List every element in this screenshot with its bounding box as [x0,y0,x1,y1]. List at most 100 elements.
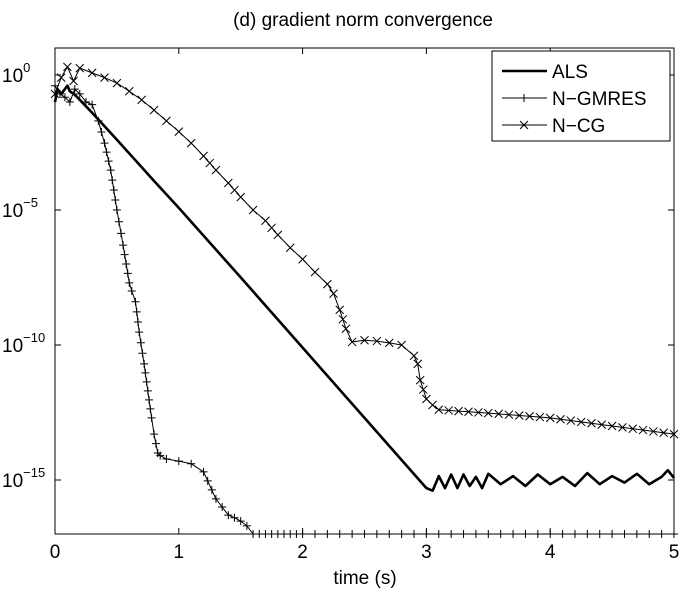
data-point-n-gmres [150,430,159,439]
y-tick-label: 10−15 [2,465,45,492]
data-point-n-gmres [509,530,518,538]
data-point-n-cg [248,205,258,215]
legend-box [491,50,671,142]
data-point-n-gmres [88,100,97,109]
data-point-n-gmres [140,359,149,368]
data-point-n-cg [428,400,437,410]
legend-marker-n-gmres [520,94,528,102]
data-point-n-cg [338,314,348,324]
data-point-n-gmres [422,530,431,538]
data-point-n-cg [454,406,463,416]
data-point-n-gmres [323,530,332,538]
data-point-n-cg [100,73,109,82]
data-point-n-gmres [187,459,196,468]
data-point-n-cg [494,409,503,419]
data-point-n-gmres [147,413,156,422]
chart-title: (d) gradient norm convergence [233,10,493,31]
data-point-n-gmres [142,377,151,386]
data-point-n-gmres [335,530,344,538]
y-axis-ticks: 100 10−5 10−10 10−15 [2,60,674,492]
x-tick-label: 5 [669,542,680,563]
y-tick-base: 10 [2,336,23,357]
data-point-n-gmres [546,530,555,538]
data-point-n-cg [310,267,320,277]
legend-marker-n-cg [519,120,529,130]
data-point-n-cg [638,425,648,435]
data-point-n-cg [335,305,345,315]
data-point-n-gmres [608,530,617,538]
y-tick-base: 10 [2,471,23,492]
y-tick-label: 10−10 [2,330,45,357]
y-tick-label: 100 [2,60,30,87]
data-point-n-cg [413,359,423,369]
data-point-n-gmres [657,530,666,538]
data-point-n-gmres [127,287,136,295]
series-n-cg [50,62,679,439]
data-point-n-gmres [211,494,220,503]
data-point-n-gmres [310,530,319,538]
data-point-n-cg [444,406,454,415]
data-point-n-cg [267,223,277,233]
data-point-n-gmres [123,269,132,278]
data-point-n-gmres [521,530,530,538]
data-point-n-cg [566,416,576,425]
y-tick-label: 10−5 [2,195,38,222]
data-point-n-gmres [397,530,406,538]
data-point-n-cg [649,427,658,436]
data-point-n-gmres [558,530,567,538]
data-point-n-cg [514,411,524,420]
data-point-n-gmres [70,85,79,94]
data-point-n-cg [205,158,215,168]
x-axis-label: time (s) [333,568,396,589]
series-n-gmres [51,81,678,538]
data-point-n-cg [50,89,60,99]
data-point-n-gmres [106,166,115,175]
data-point-n-cg [360,335,369,345]
data-point-n-cg [162,116,171,126]
data-point-n-gmres [135,328,144,337]
series-layer [50,62,679,538]
data-point-n-gmres [236,517,245,526]
series-als [53,84,676,492]
data-point-n-cg [545,413,555,423]
data-point-n-gmres [109,186,118,195]
data-point-n-gmres [122,260,131,268]
data-point-n-gmres [112,206,121,214]
data-point-n-gmres [131,297,140,306]
legend-label-als: ALS [552,62,588,83]
data-point-n-gmres [102,148,111,157]
data-point-n-cg [69,76,78,86]
y-tick-base: 10 [2,66,23,87]
data-point-n-gmres [595,530,604,538]
data-point-n-cg [434,405,444,415]
data-point-n-cg [618,423,627,432]
data-point-n-cg [483,408,493,418]
data-point-n-gmres [298,530,307,538]
x-tick-label: 0 [50,542,61,563]
data-point-n-cg [56,73,66,82]
data-point-n-cg [464,407,473,417]
data-point-n-gmres [385,530,394,538]
data-point-n-cg [124,86,134,96]
data-point-n-gmres [230,513,239,522]
data-point-n-cg [418,385,428,394]
data-point-n-gmres [459,530,468,538]
x-tick-label: 4 [545,542,556,563]
data-point-n-gmres [162,454,171,463]
data-point-n-gmres [434,530,443,538]
data-point-n-cg [597,420,607,429]
data-point-n-cg [525,411,534,421]
data-point-n-gmres [151,439,160,448]
data-point-n-gmres [174,457,183,466]
data-point-n-gmres [120,250,129,259]
legend-label-n-gmres: N−GMRES [552,89,647,110]
data-point-n-cg [236,192,246,202]
data-point-n-gmres [199,467,208,476]
data-point-n-gmres [141,368,150,377]
data-point-n-cg [415,375,425,385]
data-point-n-gmres [60,93,69,102]
data-point-n-gmres [372,530,381,538]
data-point-n-gmres [117,229,126,238]
data-point-n-cg [223,178,233,188]
